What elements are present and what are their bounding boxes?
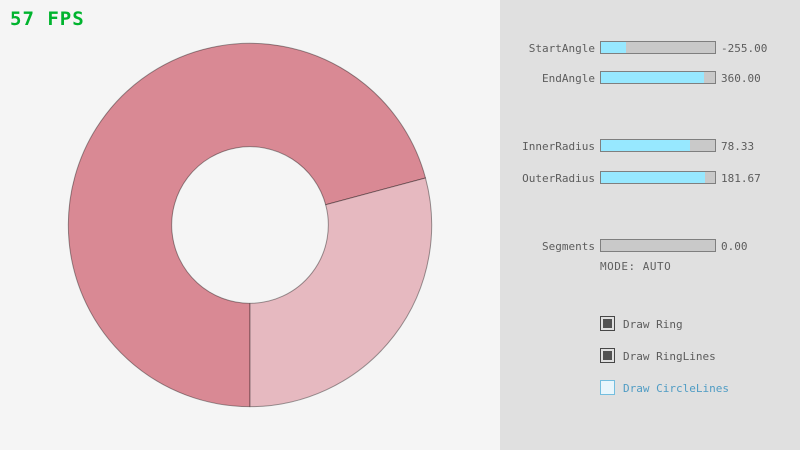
draw-ring-label: Draw Ring xyxy=(623,318,683,331)
slider-value-startangle: -255.00 xyxy=(721,42,768,55)
slider-label-outerradius: OuterRadius xyxy=(522,172,595,185)
draw-circlelines-checkbox[interactable] xyxy=(600,380,615,395)
slider-label-segments: Segments xyxy=(542,240,595,253)
draw-ring-checkbox-row: Draw Ring xyxy=(600,316,800,332)
ring-shape xyxy=(67,42,433,408)
slider-label-innerradius: InnerRadius xyxy=(522,140,595,153)
slider-label-startangle: StartAngle xyxy=(528,42,595,55)
draw-circlelines-checkbox-row: Draw CircleLines xyxy=(600,380,800,396)
ring-sector-light xyxy=(249,177,433,408)
segments-slider[interactable] xyxy=(600,239,716,252)
mode-label: MODE: AUTO xyxy=(600,260,672,273)
draw-ring-checkbox[interactable] xyxy=(600,316,615,331)
slider-row-startangle: StartAngle -255.00 xyxy=(500,41,800,55)
slider-fill xyxy=(601,72,704,83)
draw-ringlines-label: Draw RingLines xyxy=(623,350,716,363)
slider-value-outerradius: 181.67 xyxy=(721,172,761,185)
slider-row-outerradius: OuterRadius 181.67 xyxy=(500,171,800,185)
slider-fill xyxy=(601,42,626,53)
controls-panel: StartAngle -255.00 EndAngle 360.00 Inner… xyxy=(500,0,800,450)
drawing-canvas: 57 FPS xyxy=(10,8,433,408)
draw-ringlines-checkbox[interactable] xyxy=(600,348,615,363)
slider-row-endangle: EndAngle 360.00 xyxy=(500,71,800,85)
innerradius-slider[interactable] xyxy=(600,139,716,152)
slider-row-innerradius: InnerRadius 78.33 xyxy=(500,139,800,153)
slider-fill xyxy=(601,172,705,183)
outerradius-slider[interactable] xyxy=(600,171,716,184)
draw-circlelines-label: Draw CircleLines xyxy=(623,382,729,395)
startangle-slider[interactable] xyxy=(600,41,716,54)
endangle-slider[interactable] xyxy=(600,71,716,84)
draw-ringlines-checkbox-row: Draw RingLines xyxy=(600,348,800,364)
slider-value-innerradius: 78.33 xyxy=(721,140,755,153)
slider-value-endangle: 360.00 xyxy=(721,72,761,85)
slider-label-endangle: EndAngle xyxy=(542,72,595,85)
ring-sector-dark xyxy=(67,42,427,408)
slider-row-segments: Segments 0.00 xyxy=(500,239,800,253)
slider-fill xyxy=(601,140,691,151)
fps-counter: 57 FPS xyxy=(10,8,85,30)
slider-value-segments: 0.00 xyxy=(721,240,748,253)
